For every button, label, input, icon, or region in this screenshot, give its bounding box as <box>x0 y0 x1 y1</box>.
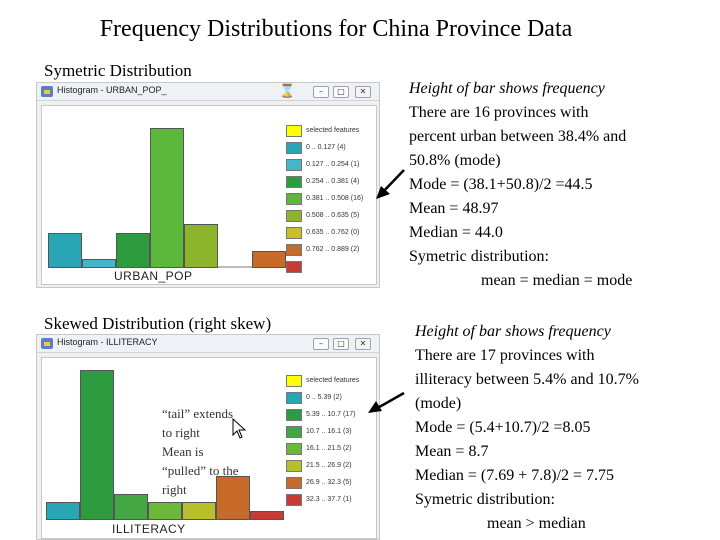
tail-callout: “tail” extends to right Mean is “pulled”… <box>162 404 239 499</box>
histogram-bar[interactable] <box>148 502 182 520</box>
legend-swatch <box>286 392 302 404</box>
close-button[interactable]: ✕ <box>355 338 371 350</box>
legend-swatch <box>286 460 302 472</box>
legend-label: 21.5 .. 26.9 (2) <box>306 462 352 469</box>
skewed-label: Skewed Distribution (right skew) <box>44 314 272 333</box>
histogram-bar[interactable] <box>182 502 216 520</box>
legend-swatch <box>286 244 302 256</box>
histogram-bar[interactable] <box>184 224 218 268</box>
note-line: mean > median <box>487 515 586 532</box>
legend-label: 0 .. 0.127 (4) <box>306 144 346 151</box>
histogram-app-icon <box>41 86 53 97</box>
legend-label: 16.1 .. 21.5 (2) <box>306 445 352 452</box>
legend-swatch <box>286 477 302 489</box>
legend-label: 26.9 .. 32.3 (5) <box>306 479 352 486</box>
note-line: 50.8% (mode) <box>409 152 501 169</box>
symmetric-label: Symetric Distribution <box>44 61 192 80</box>
legend-swatch <box>286 375 302 387</box>
callout-line: right <box>162 482 187 497</box>
histogram-legend: selected features 0 .. 5.39 (2) 5.39 .. 10… <box>286 374 376 514</box>
histogram-bar[interactable] <box>218 266 252 268</box>
histogram-plot-area: URBAN_POP selected features 0 .. 0.127 (4… <box>41 105 377 285</box>
histogram-window-illiteracy[interactable]: Histogram - ILLITERACY – □ ✕ “tail” exte… <box>36 334 380 540</box>
legend-label: selected features <box>306 127 360 134</box>
slide-title: Frequency Distributions for China Provin… <box>99 16 573 42</box>
histogram-bar[interactable] <box>82 259 116 268</box>
note-line: Mode = (5.4+10.7)/2 =8.05 <box>415 419 591 436</box>
minimize-button[interactable]: – <box>313 86 329 98</box>
legend-label: 0.635 .. 0.762 (0) <box>306 229 360 236</box>
maximize-button[interactable]: □ <box>333 86 349 98</box>
legend-label: 10.7 .. 16.1 (3) <box>306 428 352 435</box>
note-line: mean = median = mode <box>481 272 633 289</box>
callout-line: “pulled” to the <box>162 463 239 478</box>
callout-line: to right <box>162 425 200 440</box>
x-axis-label: URBAN_POP <box>114 269 193 283</box>
legend-label: 0.254 .. 0.381 (4) <box>306 178 360 185</box>
note-line: illiteracy between 5.4% and 10.7% <box>415 371 639 388</box>
legend-label: 0.508 .. 0.635 (5) <box>306 212 360 219</box>
legend-label: 0.762 .. 0.889 (2) <box>306 246 360 253</box>
legend-label: 32.3 .. 37.7 (1) <box>306 496 352 503</box>
histogram-app-icon <box>41 338 53 349</box>
legend-swatch <box>286 176 302 188</box>
legend-swatch <box>286 261 302 273</box>
histogram-bar[interactable] <box>216 475 250 520</box>
note-line: Median = 44.0 <box>409 224 503 241</box>
window-titlebar[interactable]: Histogram - ILLITERACY – □ ✕ <box>37 335 379 353</box>
histogram-bar[interactable] <box>114 493 148 520</box>
legend-swatch <box>286 227 302 239</box>
window-title: Histogram - URBAN_POP_ <box>57 85 167 95</box>
note-line: There are 17 provinces with <box>415 347 595 364</box>
window-title: Histogram - ILLITERACY <box>57 337 158 347</box>
note-line: Mode = (38.1+50.8)/2 =44.5 <box>409 176 593 193</box>
histogram-window-urban-pop[interactable]: Histogram - URBAN_POP_ ⌛ – □ ✕ URBAN_POP… <box>36 82 380 288</box>
legend-swatch <box>286 409 302 421</box>
note-line: Height of bar shows frequency <box>409 80 605 97</box>
minimize-button[interactable]: – <box>313 338 329 350</box>
legend-swatch <box>286 426 302 438</box>
legend-swatch <box>286 125 302 137</box>
legend-label: selected features <box>306 377 360 384</box>
note-line: Height of bar shows frequency <box>415 323 611 340</box>
histogram-bar[interactable] <box>80 370 114 520</box>
note-line: Mean = 8.7 <box>415 443 489 460</box>
window-titlebar[interactable]: Histogram - URBAN_POP_ ⌛ – □ ✕ <box>37 83 379 101</box>
legend-label: 0.127 .. 0.254 (1) <box>306 161 360 168</box>
histogram-bar[interactable] <box>46 502 80 520</box>
note-line: percent urban between 38.4% and <box>409 128 627 145</box>
histogram-bar[interactable] <box>48 233 82 268</box>
legend-swatch <box>286 193 302 205</box>
callout-line: “tail” extends <box>162 406 234 421</box>
mouse-cursor-icon <box>232 418 247 439</box>
note-line: Median = (7.69 + 7.8)/2 = 7.75 <box>415 467 615 484</box>
legend-swatch <box>286 494 302 506</box>
urban-notes: Height of bar shows frequency There are … <box>409 77 632 293</box>
note-line: Symetric distribution: <box>415 491 555 508</box>
note-line: Symetric distribution: <box>409 248 549 265</box>
legend-swatch <box>286 443 302 455</box>
histogram-bar[interactable] <box>116 233 150 268</box>
histogram-plot-area: “tail” extends to right Mean is “pulled”… <box>41 357 377 539</box>
illiteracy-notes: Height of bar shows frequency There are … <box>415 320 639 536</box>
legend-label: 5.39 .. 10.7 (17) <box>306 411 356 418</box>
close-button[interactable]: ✕ <box>355 86 371 98</box>
hourglass-icon: ⌛ <box>279 84 296 99</box>
note-line: There are 16 provinces with <box>409 104 589 121</box>
maximize-button[interactable]: □ <box>333 338 349 350</box>
x-axis-label: ILLITERACY <box>112 522 186 536</box>
legend-swatch <box>286 159 302 171</box>
legend-label: 0 .. 5.39 (2) <box>306 394 342 401</box>
histogram-bar[interactable] <box>250 511 284 520</box>
legend-swatch <box>286 210 302 222</box>
legend-label: 0.381 .. 0.508 (16) <box>306 195 364 202</box>
histogram-bar[interactable] <box>252 250 286 268</box>
legend-swatch <box>286 142 302 154</box>
histogram-bar[interactable] <box>150 128 184 268</box>
callout-line: Mean is <box>162 444 204 459</box>
note-line: Mean = 48.97 <box>409 200 499 217</box>
note-line: (mode) <box>415 395 462 412</box>
histogram-legend: selected features 0 .. 0.127 (4) 0.127 .. … <box>286 124 376 274</box>
